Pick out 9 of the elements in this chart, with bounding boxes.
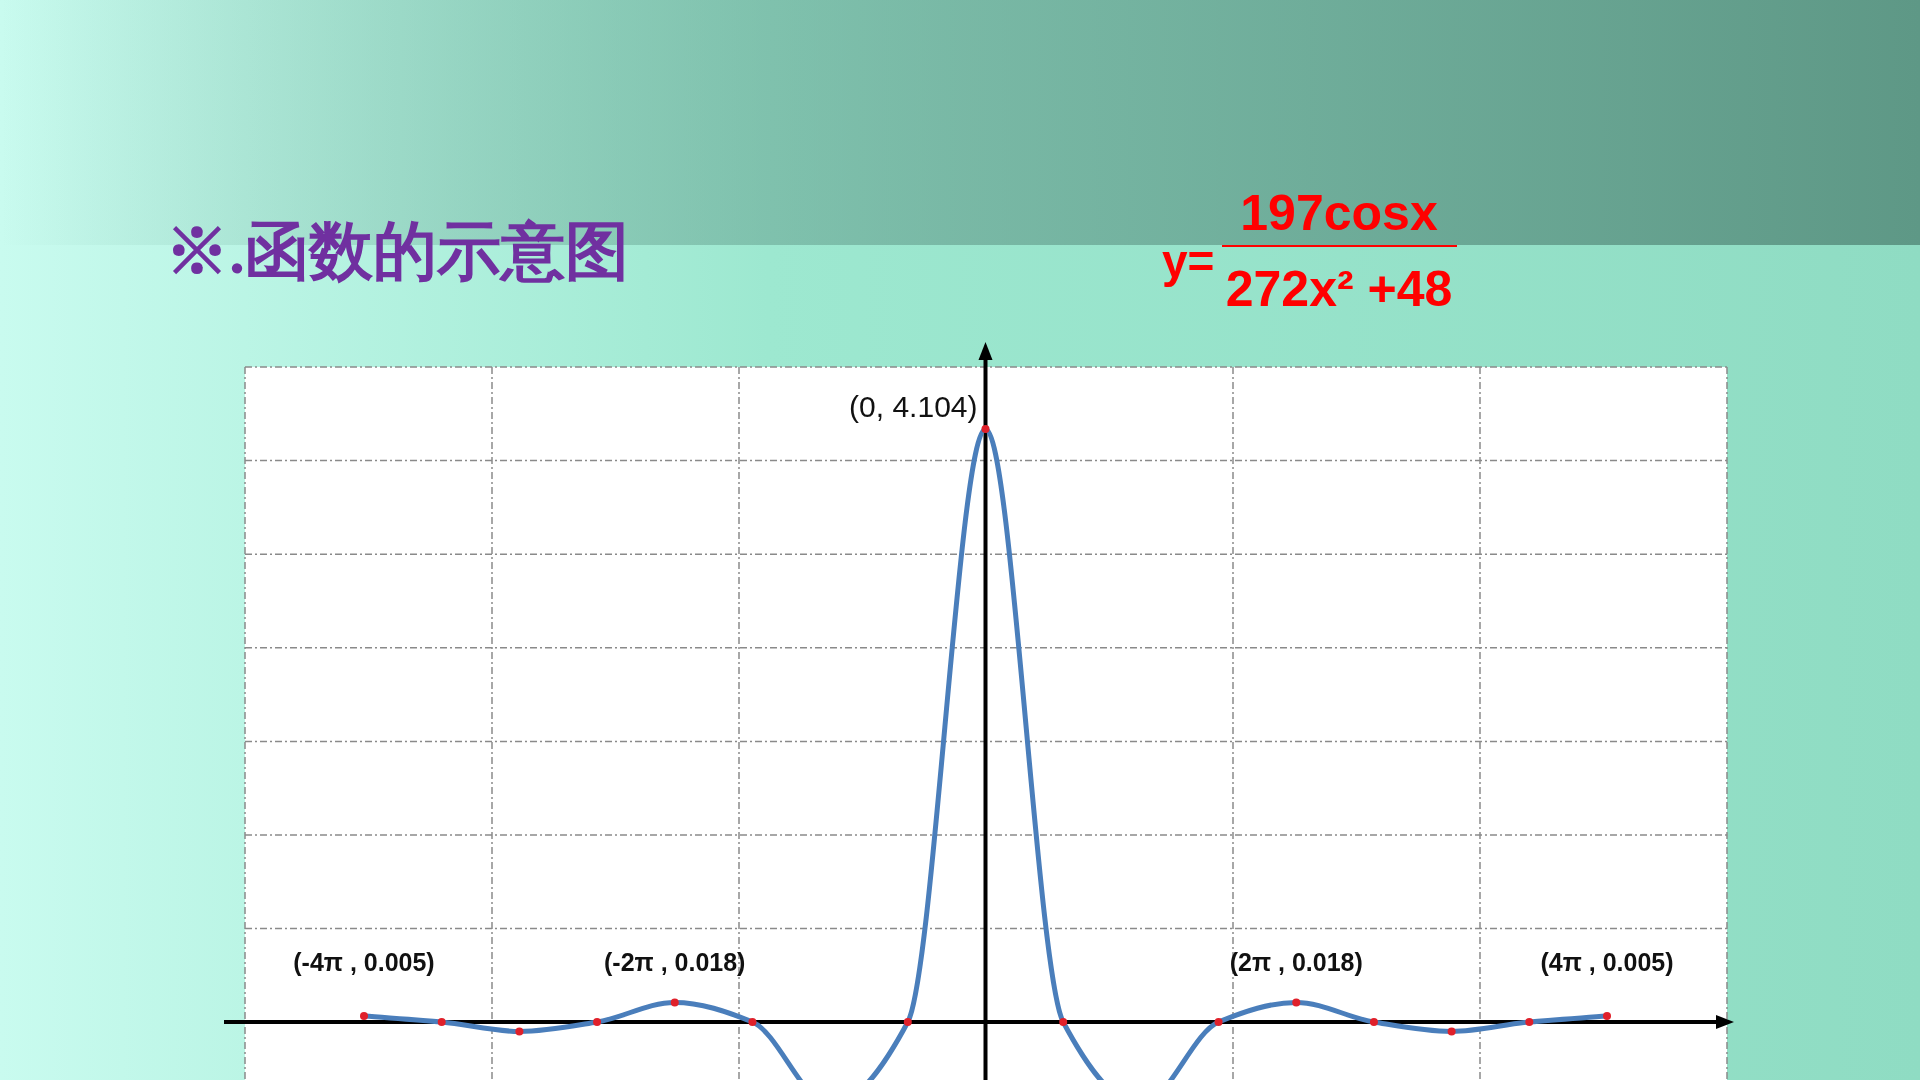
chart-title: ※.函数的示意图 xyxy=(165,216,629,287)
annotation: (2π , 0.018) xyxy=(1229,948,1363,976)
annotation: (-4π , 0.005) xyxy=(293,948,435,976)
text: 197cosx xyxy=(1240,185,1438,241)
text: y= xyxy=(1162,235,1215,287)
text: 272x² +48 xyxy=(1225,261,1453,317)
annotation: (-2π , 0.018) xyxy=(604,948,746,976)
text: (0, 4.104) xyxy=(849,390,978,423)
annotation: (4π , 0.005) xyxy=(1540,948,1674,976)
